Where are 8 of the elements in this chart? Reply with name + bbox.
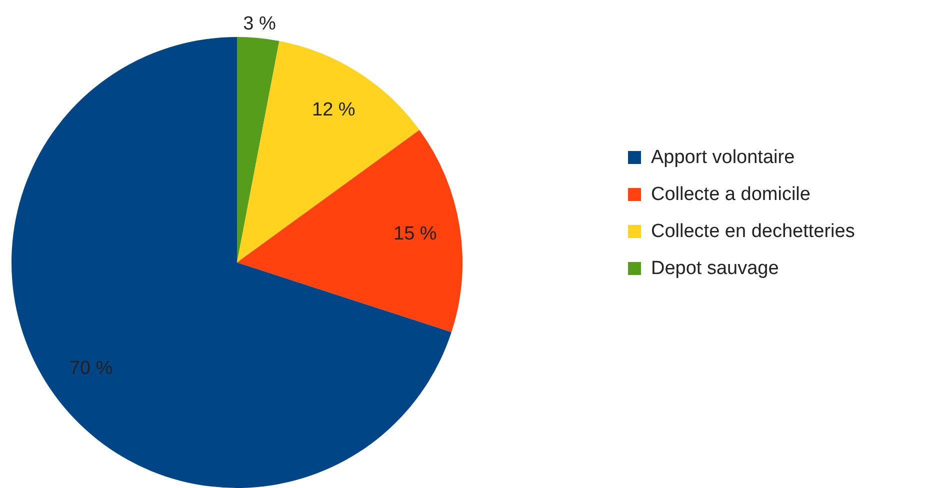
data-label: 15 % xyxy=(394,224,437,245)
data-label: 12 % xyxy=(312,99,356,120)
data-label: 3 % xyxy=(243,13,276,34)
legend-label: Depot sauvage xyxy=(651,258,779,280)
legend-label: Collecte a domicile xyxy=(651,184,810,206)
legend-label: Collecte en dechetteries xyxy=(651,220,855,242)
data-label: 70 % xyxy=(69,358,113,379)
legend-label: Apport volontaire xyxy=(651,146,795,168)
